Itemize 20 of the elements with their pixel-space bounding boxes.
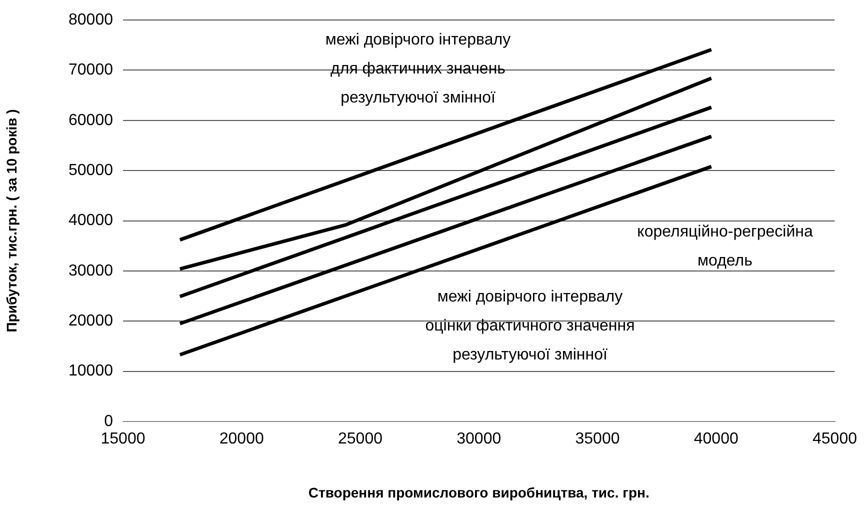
y-tick-label: 70000: [68, 62, 114, 79]
y-axis-title: Прибуток, тис.грн. ( за 10 років ): [3, 109, 20, 332]
x-tick-label: 30000: [456, 430, 502, 448]
x-tick-label: 35000: [575, 430, 620, 448]
y-tick-label: 30000: [68, 262, 114, 280]
x-tick-label: 25000: [338, 430, 383, 448]
y-tick-label: 80000: [68, 11, 114, 28]
y-tick-label: 10000: [68, 362, 114, 380]
x-axis-title: Створення промислового виробництва, тис. грн.: [308, 484, 650, 500]
y-tick-label: 0: [104, 412, 114, 430]
x-tick-label: 40000: [694, 430, 738, 448]
x-tick-label: 15000: [100, 430, 146, 448]
y-tick-label: 20000: [68, 312, 114, 330]
annotation: межі довірчого інтервалу оцінки фактичного значення результуючої змінної: [425, 288, 635, 364]
x-tick-label: 20000: [219, 430, 264, 448]
y-tick-label: 50000: [68, 162, 114, 179]
x-tick-label: 45000: [812, 430, 858, 448]
y-tick-label: 60000: [68, 112, 114, 129]
y-tick-label: 40000: [68, 212, 114, 230]
annotation: кореляційно-регресійна модель: [637, 223, 813, 270]
